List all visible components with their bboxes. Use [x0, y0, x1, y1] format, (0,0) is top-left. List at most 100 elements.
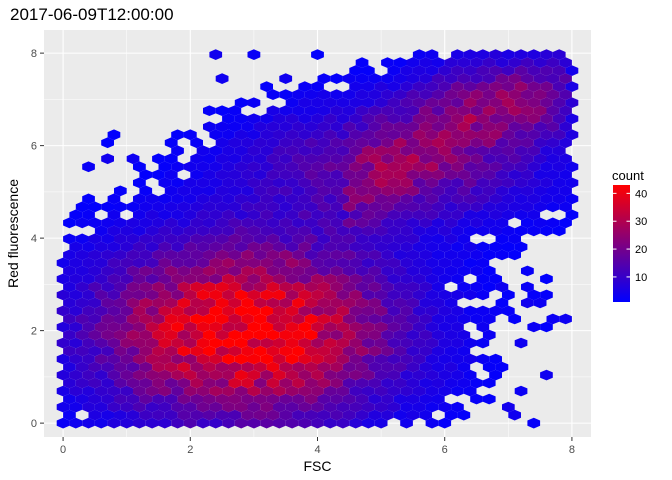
hexbin-cell — [393, 73, 407, 84]
hexbin-cell — [266, 121, 280, 133]
hexbin-cell — [432, 281, 445, 293]
hexbin-cell — [457, 137, 471, 149]
hexbin-cell — [69, 369, 83, 381]
hexbin-cell — [56, 369, 70, 381]
hexbin-cell — [241, 249, 254, 261]
hexbin-cell — [381, 233, 394, 245]
hexbin-cell — [330, 73, 343, 84]
hexbin-cell — [209, 257, 223, 269]
hexbin-cell — [482, 201, 496, 213]
hexbin-cell — [374, 97, 388, 108]
hexbin-cell — [495, 217, 509, 229]
hexbin-cell — [285, 177, 299, 189]
hexbin-cell — [412, 193, 426, 205]
hexbin-cell — [75, 329, 89, 341]
hexbin-cell — [317, 201, 331, 213]
hexbin-cell — [432, 345, 445, 357]
hexbin-cell — [183, 193, 197, 205]
hexbin-cell — [425, 209, 439, 221]
hexbin-cell — [419, 73, 432, 84]
hexbin-cell — [419, 281, 432, 293]
hexbin-cell — [171, 321, 184, 333]
hexbin-cell — [139, 169, 153, 181]
hexbin-cell — [88, 361, 102, 373]
hexbin-cell — [521, 105, 534, 116]
hexbin-cell — [120, 385, 133, 397]
hexbin-cell — [164, 377, 178, 389]
hexbin-cell — [292, 137, 305, 149]
hexbin-cell — [152, 249, 165, 261]
hexbin-cell — [451, 369, 464, 381]
hexbin-cell — [234, 161, 248, 173]
hexbin-cell — [164, 329, 178, 341]
hexbin-cell — [451, 161, 464, 173]
y-tick-label: 4 — [31, 233, 37, 245]
hexbin-cell — [349, 129, 362, 141]
hexbin-cell — [63, 361, 76, 373]
hexbin-cell — [508, 153, 521, 165]
hexbin-cell — [260, 385, 273, 397]
hexbin-cell — [311, 81, 324, 92]
hexbin-cell — [514, 65, 528, 76]
hexbin-cell — [432, 361, 445, 373]
hexbin-cell — [362, 129, 375, 141]
hexbin-cell — [457, 201, 471, 213]
hexbin-cell — [336, 353, 350, 365]
hexbin-cell — [559, 89, 572, 100]
hexbin-cell — [88, 249, 102, 261]
hexbin-cell — [292, 217, 305, 229]
hexbin-cell — [209, 145, 223, 157]
hexbin-cell — [495, 153, 509, 165]
hexbin-cell — [304, 297, 318, 309]
hexbin-cell — [406, 153, 420, 165]
hexbin-cell — [381, 105, 394, 116]
hexbin-cell — [546, 137, 560, 149]
hexbin-cell — [400, 81, 413, 92]
hexbin-cell — [317, 281, 331, 293]
hexbin-cell — [273, 321, 286, 333]
hexbin-cell — [171, 305, 184, 317]
hexbin-cell — [209, 289, 223, 301]
hexbin-cell — [120, 273, 133, 285]
hexbin-cell — [533, 153, 547, 165]
hexbin-cell — [215, 361, 229, 373]
hexbin-cell — [412, 289, 426, 301]
hexbin-cell — [171, 385, 184, 397]
hexbin-cell — [228, 137, 242, 149]
hexbin-cell — [279, 281, 293, 293]
hexbin-cell — [374, 225, 388, 237]
hexbin-cell — [489, 305, 502, 317]
hexbin-cell — [419, 393, 432, 405]
hexbin-cell — [273, 385, 286, 397]
hexbin-cell — [126, 313, 140, 325]
hexbin-cell — [342, 153, 356, 165]
hexbin-cell — [355, 297, 369, 309]
hexbin-cell — [183, 161, 197, 173]
hexbin-cell — [241, 217, 254, 229]
hexbin-cell — [419, 169, 432, 181]
hexbin-cell — [349, 337, 362, 349]
hexbin-cell — [228, 233, 242, 245]
hexbin-cell — [101, 409, 114, 421]
hexbin-cell — [412, 401, 426, 413]
hexbin-cell — [215, 185, 229, 197]
hexbin-cell — [260, 273, 273, 285]
hexbin-cell — [279, 105, 293, 116]
hexbin-cell — [489, 161, 502, 173]
hexbin-cell — [419, 345, 432, 357]
hexbin-cell — [234, 193, 248, 205]
hexbin-cell — [177, 281, 191, 293]
hexbin-cell — [349, 369, 362, 381]
hexbin-cell — [495, 73, 509, 84]
hexbin-cell — [273, 305, 286, 317]
hexbin-cell — [438, 209, 452, 221]
hexbin-cell — [215, 137, 229, 149]
hexbin-cell — [260, 145, 273, 157]
hexbin-cell — [355, 153, 369, 165]
hexbin-cell — [126, 217, 140, 229]
hexbin-cell — [88, 201, 102, 213]
hexbin-cell — [502, 209, 515, 221]
hexbin-cell — [260, 177, 273, 189]
hexbin-cell — [120, 321, 133, 333]
hexbin-cell — [400, 177, 413, 189]
